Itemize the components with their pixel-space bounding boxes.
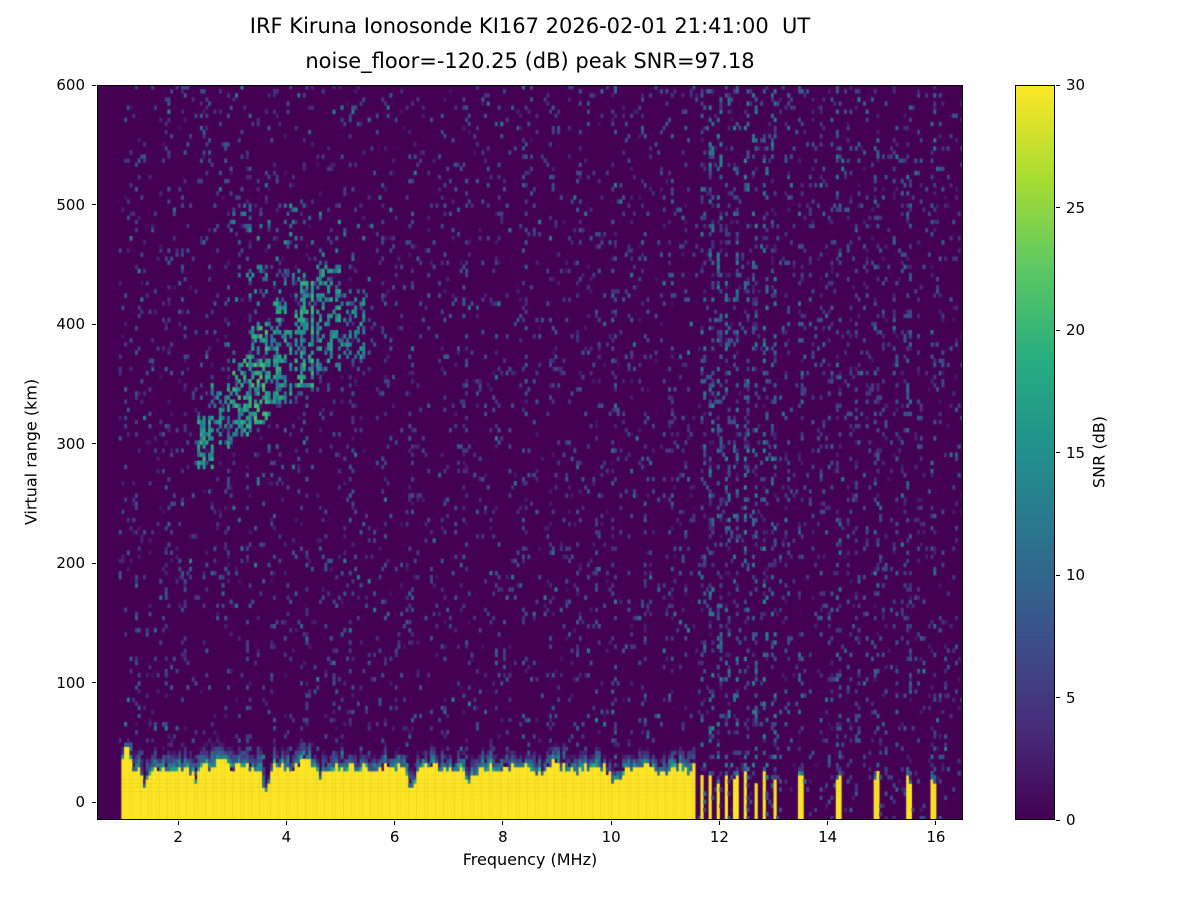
x-tick-label: 6 <box>389 828 400 846</box>
x-axis-ticks: 2 4 6 8 10 12 14 16 <box>97 820 963 860</box>
colorbar-tick-mark <box>1056 574 1060 576</box>
colorbar: 0 5 10 15 20 25 30 <box>1015 76 1085 829</box>
x-tick-label: 10 <box>601 828 621 846</box>
x-tick-label: 12 <box>709 828 729 846</box>
x-tick-label: 16 <box>926 828 946 846</box>
x-tick-mark <box>394 821 396 825</box>
colorbar-tick-label: 25 <box>1066 198 1086 217</box>
colorbar-tick-mark <box>1056 329 1060 331</box>
y-tick-mark <box>92 801 96 803</box>
colorbar-tick-label: 30 <box>1066 76 1086 94</box>
x-tick-mark <box>935 821 937 825</box>
heatmap-canvas <box>97 85 963 820</box>
y-tick-label: 200 <box>56 554 85 573</box>
y-tick-mark <box>92 443 96 445</box>
x-tick-mark <box>718 821 720 825</box>
x-tick-label: 8 <box>498 828 508 846</box>
colorbar-canvas <box>1015 85 1055 820</box>
colorbar-tick-label: 15 <box>1066 443 1086 462</box>
plot-subtitle: noise_floor=-120.25 (dB) peak SNR=97.18 <box>305 49 755 73</box>
x-tick-mark <box>827 821 829 825</box>
x-tick-mark <box>610 821 612 825</box>
y-tick-label: 300 <box>56 434 85 453</box>
plot-title: IRF Kiruna Ionosonde KI167 2026-02-01 21… <box>249 14 811 38</box>
colorbar-tick-mark <box>1056 84 1060 86</box>
x-tick-mark <box>177 821 179 825</box>
y-tick-label: 100 <box>56 673 85 692</box>
colorbar-label: SNR (dB) <box>1089 416 1109 488</box>
y-tick-label: 600 <box>56 76 85 94</box>
y-axis-label: Virtual range (km) <box>21 378 41 526</box>
colorbar-tick-mark <box>1056 819 1060 821</box>
colorbar-tick-mark <box>1056 697 1060 698</box>
x-tick-label: 2 <box>173 828 183 846</box>
y-tick-mark <box>92 562 96 564</box>
colorbar-tick-label: 0 <box>1066 811 1076 829</box>
y-tick-mark <box>92 84 96 86</box>
colorbar-tick-label: 10 <box>1066 566 1086 584</box>
y-tick-mark <box>92 682 96 684</box>
colorbar-ticks: 0 5 10 15 20 25 30 <box>1015 76 1085 829</box>
colorbar-tick-label: 5 <box>1066 688 1076 707</box>
colorbar-tick-label: 20 <box>1066 321 1086 339</box>
colorbar-tick-mark <box>1056 207 1060 208</box>
x-axis-label: Frequency (MHz) <box>462 850 598 869</box>
colorbar-tick-mark <box>1056 452 1060 453</box>
x-tick-mark <box>285 821 287 825</box>
y-tick-label: 0 <box>75 793 85 812</box>
y-tick-label: 400 <box>56 315 85 334</box>
y-tick-mark <box>92 323 96 325</box>
x-tick-label: 4 <box>281 828 292 846</box>
x-tick-mark <box>502 821 504 825</box>
y-tick-mark <box>92 204 96 205</box>
y-tick-label: 500 <box>56 195 85 214</box>
plot-area: 2 4 6 8 10 12 14 16 0 100 200 300 400 500 600 <box>56 76 963 846</box>
x-tick-label: 14 <box>818 828 838 846</box>
